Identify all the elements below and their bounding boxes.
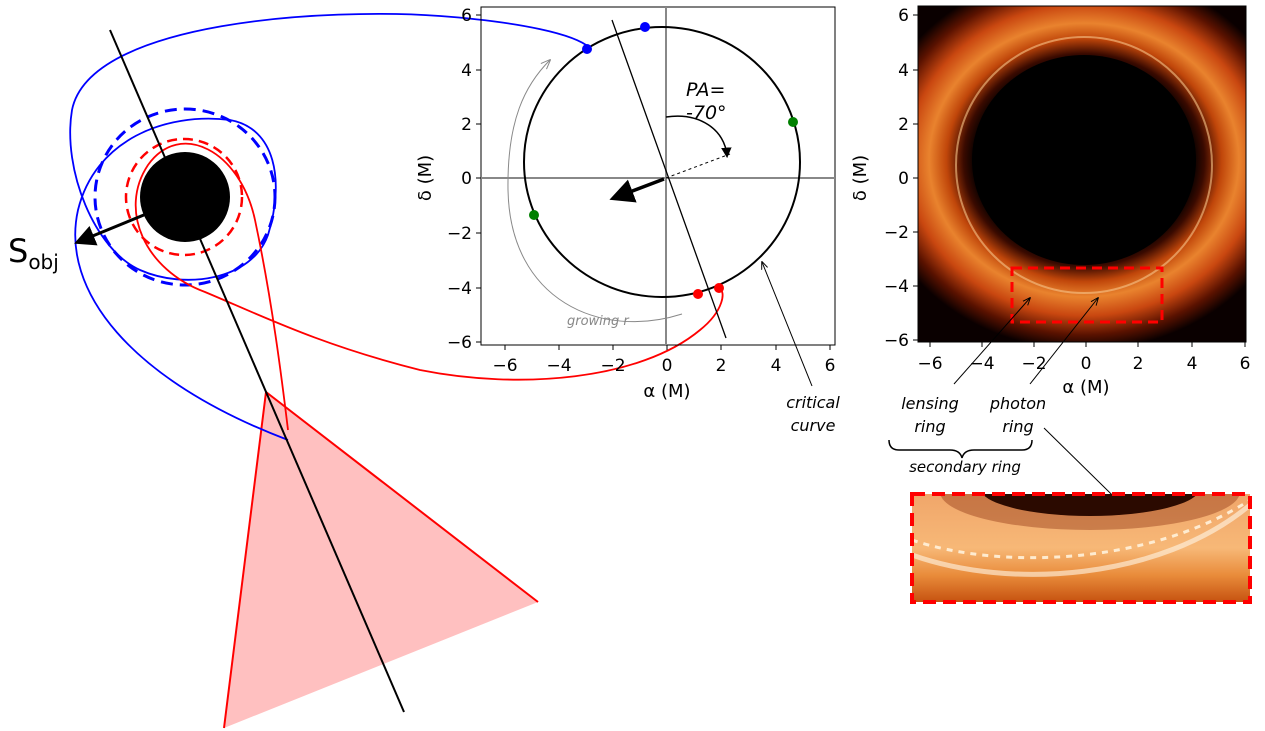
center-xtick-6: 6 — [825, 356, 836, 376]
right-image-frame — [917, 5, 1247, 343]
pa-arc — [665, 115, 732, 159]
bh-shadow — [972, 55, 1196, 265]
spin-axis-line — [109, 29, 405, 713]
right-ytick-2: 2 — [898, 115, 909, 135]
center-ytick-2: 2 — [461, 115, 472, 135]
blue-geodesic-outer — [69, 13, 591, 441]
red-dashed-sphere — [124, 137, 244, 257]
secondary-ring-label: secondary ring — [909, 458, 1021, 476]
blue-point-2 — [582, 44, 592, 54]
spin-label-base: S — [8, 232, 28, 270]
green-point-1 — [788, 117, 798, 127]
right-ylabel: δ (M) — [850, 155, 871, 201]
center-ytick-1: 4 — [461, 61, 472, 81]
center-ylabel: δ (M) — [415, 155, 436, 201]
green-point-2 — [529, 210, 539, 220]
center-ytick-3: 0 — [461, 169, 472, 189]
projected-spin-arrow — [609, 177, 665, 203]
pa-label-line2: -70° — [686, 102, 727, 124]
blue-dashed-sphere — [93, 107, 277, 287]
right-ytick-5: −4 — [884, 277, 909, 297]
right-ytick-6: −6 — [884, 331, 909, 351]
photon-pointer — [1029, 298, 1098, 385]
center-ytick-6: −6 — [447, 333, 472, 353]
right-xlabel: α (M) — [1062, 377, 1109, 398]
lensing-label-line2: ring — [914, 417, 945, 436]
spin-label: Sobj — [8, 232, 59, 274]
cone-red-edge-2 — [223, 391, 267, 729]
spin-label-sub: obj — [28, 250, 59, 274]
right-xtick-6: 6 — [1240, 354, 1251, 374]
center-xlabel: α (M) — [643, 381, 690, 402]
observer-cone — [224, 392, 538, 728]
right-ytick-0: 6 — [898, 6, 909, 26]
zoom-shadow-halo — [940, 494, 1240, 530]
photon-label-line1: photon — [989, 394, 1046, 413]
spin-arrow — [74, 199, 179, 246]
zoom-lensing-ring — [912, 498, 1250, 560]
lensing-pointer — [953, 298, 1030, 385]
secondary-ring-brace — [888, 439, 1033, 459]
growing-r-label: growing r — [567, 314, 630, 329]
right-image-panel: −6 −4 −2 0 2 4 6 6 4 2 0 −2 −4 −6 α (M) … — [850, 5, 1252, 604]
center-y-ticks — [476, 14, 481, 343]
center-ytick-5: −4 — [447, 279, 472, 299]
right-xtick-2: −2 — [1021, 354, 1046, 374]
right-xtick-0: −6 — [917, 354, 942, 374]
center-ytick-0: 6 — [461, 6, 472, 26]
center-xtick-0: −6 — [492, 356, 517, 376]
red-point-2 — [714, 283, 724, 293]
critical-curve-pointer — [762, 262, 813, 387]
zoom-inset-frame — [910, 492, 1252, 604]
cone-red-edge-1 — [265, 391, 539, 603]
red-geodesic — [134, 142, 724, 431]
center-xtick-5: 4 — [771, 356, 782, 376]
right-ytick-4: −2 — [884, 223, 909, 243]
critical-label-line1: critical — [786, 393, 840, 412]
critical-label-line2: curve — [791, 416, 836, 435]
right-x-ticks — [929, 342, 1246, 347]
right-ytick-1: 4 — [898, 61, 909, 81]
right-ytick-3: 0 — [898, 169, 909, 189]
zoom-photon-ring — [912, 503, 1250, 577]
center-xtick-1: −4 — [546, 356, 571, 376]
zoom-shadow — [982, 494, 1198, 516]
pa-label-line1: PA= — [686, 79, 725, 101]
right-xtick-3: 0 — [1081, 354, 1092, 374]
right-xtick-5: 4 — [1187, 354, 1198, 374]
center-ytick-4: −2 — [447, 224, 472, 244]
center-xtick-2: −2 — [600, 356, 625, 376]
red-point-1 — [693, 289, 703, 299]
growing-r-arrow — [507, 60, 683, 323]
bh-photon-ring — [955, 36, 1213, 294]
blue-point-1 — [640, 22, 650, 32]
center-xtick-4: 2 — [716, 356, 727, 376]
photon-label-line2: ring — [1002, 417, 1033, 436]
center-xtick-3: 0 — [662, 356, 673, 376]
center-plot: growing r PA= -70° −6 −4 −2 0 2 4 6 — [415, 6, 840, 435]
pa-dashed-line — [665, 153, 731, 179]
right-y-ticks — [913, 14, 918, 341]
left-diagram: Sobj — [8, 13, 724, 729]
projected-axis-line — [611, 19, 727, 339]
center-plot-frame — [480, 6, 836, 346]
black-hole — [140, 152, 230, 242]
right-xtick-1: −4 — [969, 354, 994, 374]
lensing-label-line1: lensing — [901, 394, 959, 413]
zoom-region-box — [1010, 266, 1164, 324]
center-x-ticks — [504, 345, 831, 350]
right-xtick-4: 2 — [1133, 354, 1144, 374]
critical-curve — [523, 26, 801, 298]
